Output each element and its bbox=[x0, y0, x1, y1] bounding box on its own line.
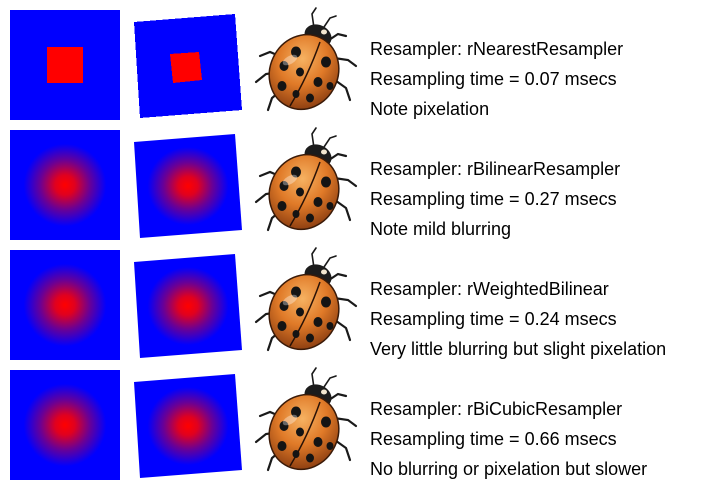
resampler-note: Very little blurring but slight pixelati… bbox=[370, 339, 667, 359]
source-square-image bbox=[10, 130, 120, 240]
resampler-name: Resampler: rWeightedBilinear bbox=[370, 279, 609, 299]
source-square-image bbox=[10, 250, 120, 360]
resampler-info: Resampler: rBilinearResampler Resampling… bbox=[370, 154, 620, 244]
resampler-row-nearest: Resampler: rNearestResampler Resampling … bbox=[0, 0, 720, 120]
resampler-note: Note pixelation bbox=[370, 99, 490, 119]
ladybug-image bbox=[254, 126, 358, 238]
rotated-square-image bbox=[134, 254, 242, 358]
resampler-name: Resampler: rNearestResampler bbox=[370, 39, 624, 59]
resampler-row-bicubic: Resampler: rBiCubicResampler Resampling … bbox=[0, 360, 720, 480]
ladybug-image bbox=[254, 6, 358, 118]
resampler-name: Resampler: rBiCubicResampler bbox=[370, 399, 623, 419]
resampler-name: Resampler: rBilinearResampler bbox=[370, 159, 621, 179]
resampler-info: Resampler: rWeightedBilinear Resampling … bbox=[370, 274, 666, 364]
resampler-row-weighted: Resampler: rWeightedBilinear Resampling … bbox=[0, 240, 720, 360]
resampler-info: Resampler: rBiCubicResampler Resampling … bbox=[370, 394, 647, 484]
resampling-time: Resampling time = 0.24 msecs bbox=[370, 309, 617, 329]
ladybug-image bbox=[254, 366, 358, 478]
resampling-time: Resampling time = 0.66 msecs bbox=[370, 429, 617, 449]
resampling-time: Resampling time = 0.27 msecs bbox=[370, 189, 617, 209]
source-square-image bbox=[10, 370, 120, 480]
resampler-note: Note mild blurring bbox=[370, 219, 512, 239]
resampling-time: Resampling time = 0.07 msecs bbox=[370, 69, 617, 89]
resampler-row-bilinear: Resampler: rBilinearResampler Resampling… bbox=[0, 120, 720, 240]
resampler-note: No blurring or pixelation but slower bbox=[370, 459, 648, 479]
source-square-image bbox=[10, 10, 120, 120]
rotated-square-image bbox=[134, 134, 242, 238]
rotated-square-image bbox=[134, 374, 242, 478]
resampler-info: Resampler: rNearestResampler Resampling … bbox=[370, 34, 623, 124]
rotated-square-image bbox=[134, 14, 242, 118]
ladybug-image bbox=[254, 246, 358, 358]
